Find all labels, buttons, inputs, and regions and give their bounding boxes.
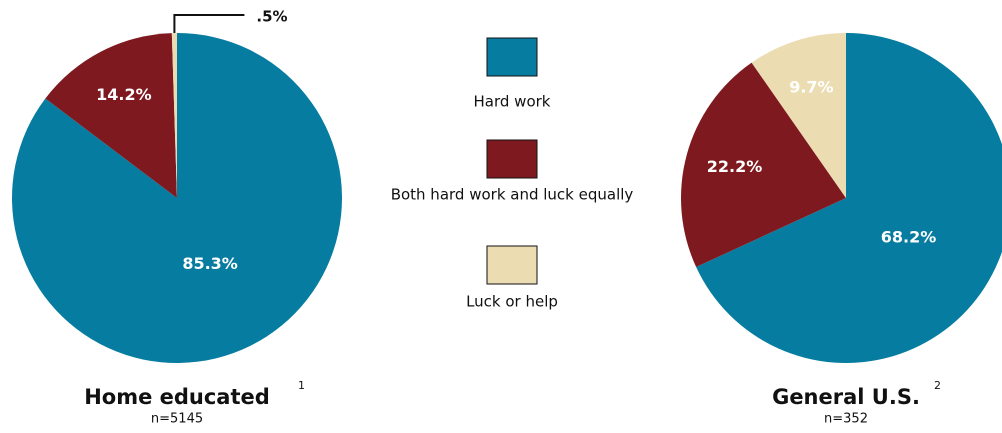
leader-line	[173, 14, 245, 34]
data-label: 14.2%	[96, 85, 152, 104]
legend-label: Hard work	[474, 93, 551, 111]
chart-subtitle: n=5145	[151, 412, 203, 427]
legend-swatch	[486, 245, 538, 285]
pie-slice	[680, 62, 846, 268]
pie-slice	[696, 33, 1002, 363]
chart-title: General U.S.	[772, 385, 920, 409]
data-label: 85.3%	[182, 254, 238, 273]
chart-subtitle: n=352	[824, 412, 868, 427]
title-note: 1	[298, 379, 305, 392]
pie-slice	[11, 33, 342, 364]
pie-slice	[751, 33, 846, 198]
legend-swatch	[486, 37, 538, 77]
data-label: .5%	[256, 8, 287, 26]
title-note: 2	[934, 379, 941, 392]
data-label: 68.2%	[881, 228, 937, 247]
pie-slice	[171, 33, 177, 198]
pie-slice	[45, 33, 177, 198]
legend-swatch	[486, 139, 538, 179]
chart-title: Home educated	[84, 385, 270, 409]
data-label: 22.2%	[707, 157, 763, 176]
data-label: 9.7%	[789, 77, 833, 96]
legend-label: Both hard work and luck equally	[391, 186, 634, 204]
legend-label: Luck or help	[466, 293, 558, 311]
